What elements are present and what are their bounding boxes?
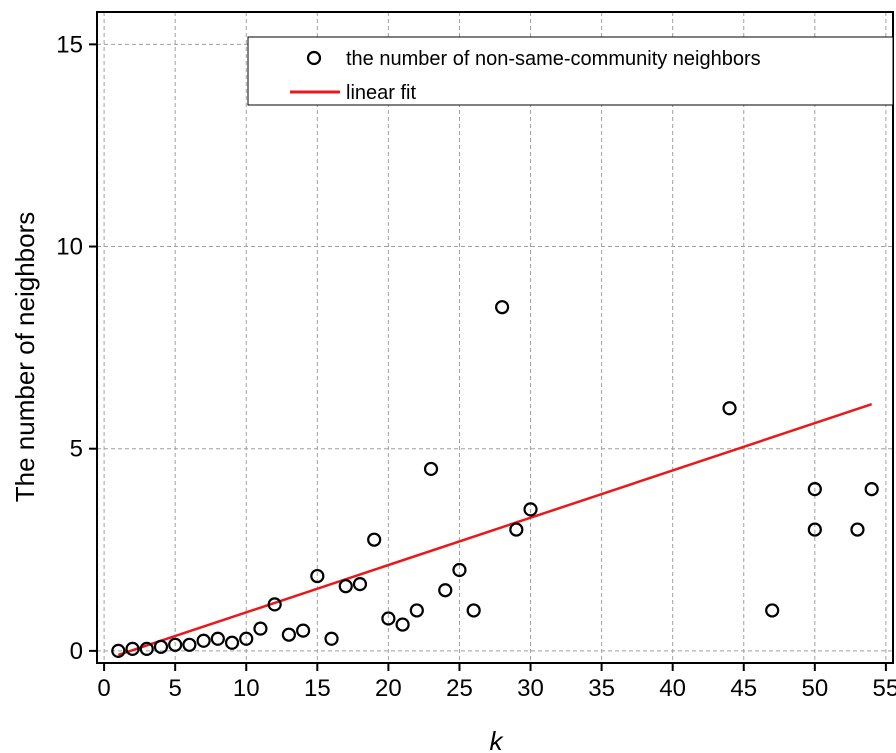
x-tick-label: 25: [446, 675, 473, 702]
data-point: [438, 583, 453, 598]
x-tick-label: 5: [168, 675, 181, 702]
data-point: [253, 621, 268, 636]
x-tick-label: 50: [801, 675, 828, 702]
data-point: [111, 643, 126, 658]
legend-marker-points: [306, 50, 322, 66]
data-point: [807, 522, 822, 537]
y-tick-label: 0: [70, 638, 83, 665]
x-tick-label: 40: [659, 675, 686, 702]
data-points: [111, 300, 879, 658]
fit-line-layer: [117, 403, 873, 657]
data-point: [296, 623, 311, 638]
data-point: [338, 579, 353, 594]
data-point: [452, 562, 467, 578]
data-point: [495, 300, 510, 315]
data-point: [139, 641, 154, 656]
data-point: [395, 617, 410, 632]
y-axis-title: The number of neighbors: [10, 212, 40, 503]
x-tick-label: 0: [97, 675, 110, 702]
data-point: [324, 631, 339, 646]
data-point: [381, 611, 396, 626]
x-tick-label: 45: [730, 675, 757, 702]
grid-lines: [97, 12, 893, 663]
data-point: [466, 603, 481, 618]
data-point: [864, 482, 879, 497]
data-point: [722, 401, 737, 416]
axis-ticks: [89, 43, 887, 671]
y-tick-label: 5: [70, 436, 83, 463]
x-tick-label: 55: [873, 675, 896, 702]
x-tick-label: 35: [588, 675, 615, 702]
legend-box: [247, 36, 894, 106]
y-tick-labels: 0 5 10 15: [56, 31, 83, 665]
x-tick-label: 30: [517, 675, 544, 702]
data-point: [523, 502, 538, 517]
x-tick-label: 20: [375, 675, 402, 702]
data-point: [210, 631, 225, 646]
data-point: [509, 522, 524, 537]
x-tick-label: 15: [304, 675, 331, 702]
legend-label-points: the number of non-same-community neighbo…: [346, 48, 761, 70]
data-point: [196, 633, 211, 648]
data-point: [182, 637, 197, 652]
x-tick-labels: 0 5 10 15 20 25 30 35 40 45 50 55: [97, 675, 896, 702]
data-point: [310, 568, 325, 584]
data-point: [423, 461, 439, 477]
data-point: [281, 627, 296, 642]
data-point: [168, 637, 183, 652]
data-point: [239, 631, 254, 646]
data-point: [807, 482, 822, 497]
data-point: [267, 597, 282, 612]
linear-fit-line: [117, 403, 873, 657]
data-point: [224, 635, 240, 650]
y-tick-label: 15: [56, 31, 83, 58]
data-point: [352, 577, 368, 592]
x-axis-title: k: [490, 726, 505, 753]
legend: the number of non-same-community neighbo…: [247, 36, 894, 106]
x-tick-label: 10: [233, 675, 260, 702]
data-point: [765, 603, 780, 618]
plot-frame: [96, 11, 894, 664]
legend-label-fit: linear fit: [346, 82, 416, 104]
data-point: [125, 641, 140, 656]
y-tick-label: 10: [56, 234, 83, 261]
data-point: [367, 532, 382, 547]
data-point: [850, 522, 865, 537]
data-point: [409, 603, 424, 618]
data-point: [153, 639, 169, 654]
